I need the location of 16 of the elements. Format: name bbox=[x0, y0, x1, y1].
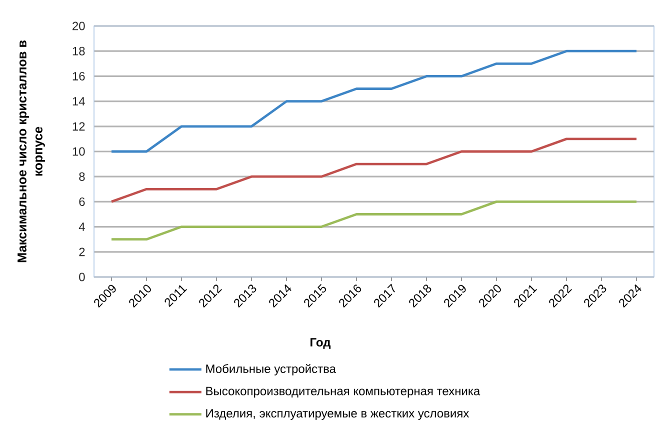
y-tick-label: 4 bbox=[78, 222, 85, 231]
y-tick-label: 20 bbox=[72, 22, 85, 30]
y-tick-label: 10 bbox=[72, 147, 85, 156]
legend-label: Мобильные устройства bbox=[206, 364, 336, 376]
y-tick-label: 16 bbox=[72, 72, 85, 80]
y-tick-label: 12 bbox=[72, 122, 85, 131]
y-tick-label: 2 bbox=[79, 248, 85, 256]
y-tick-label: 18 bbox=[72, 46, 85, 56]
legend-label: Изделия, эксплуатируемые в жестких условиях bbox=[206, 409, 470, 420]
legend-label: Высокопроизводительная компьютерная техника bbox=[206, 386, 480, 398]
y-tick-label: 14 bbox=[72, 97, 85, 106]
y-tick-label: 8 bbox=[79, 172, 85, 181]
x-axis-title: Год bbox=[310, 338, 331, 349]
y-axis-title: Максимальное число кристаллов в корпусе bbox=[18, 40, 45, 262]
y-tick-label: 6 bbox=[79, 197, 85, 206]
y-tick-label: 0 bbox=[79, 272, 85, 282]
